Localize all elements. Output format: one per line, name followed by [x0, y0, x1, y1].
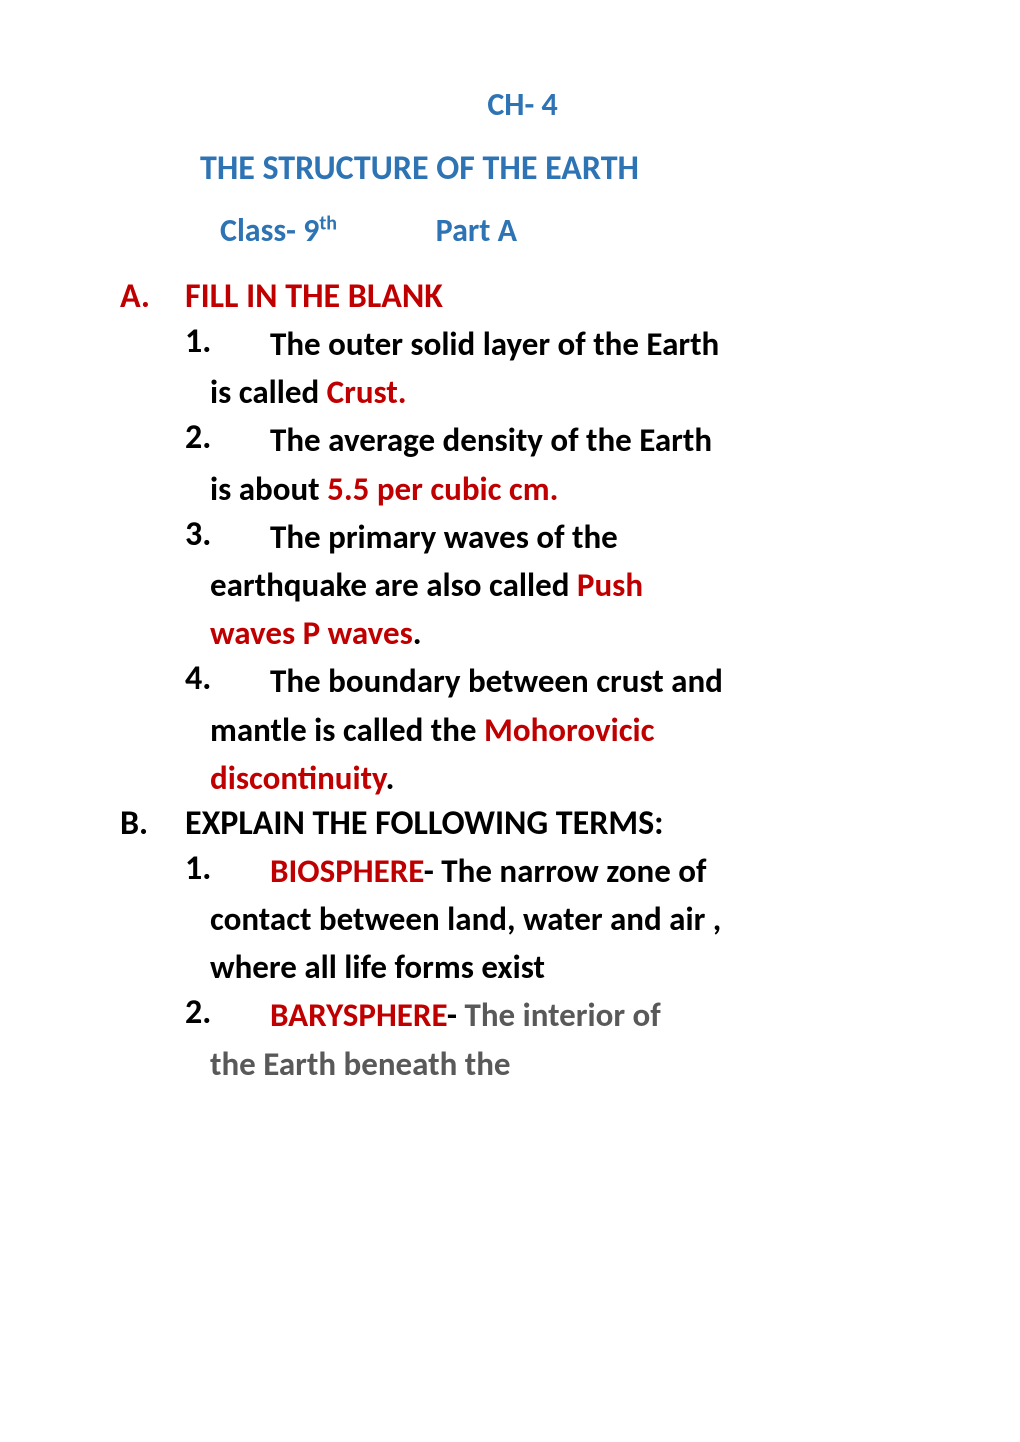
list-item: 4. The boundary between crust and [120, 658, 925, 704]
list-item: 2. The average density of the Earth [120, 417, 925, 463]
item-text-continue: earthquake are also called Push [210, 562, 925, 608]
item-text: BARYSPHERE- The interior of [270, 992, 925, 1038]
item-text-continue: mantle is called the Mohorovicic [210, 707, 925, 753]
section-a-heading: FILL IN THE BLANK [185, 276, 443, 317]
item-text: BIOSPHERE- The narrow zone of [270, 848, 925, 894]
chapter-heading: CH- 4 [120, 85, 925, 124]
item-text-continue: contact between land, water and air , [210, 896, 925, 942]
list-item: 1. BIOSPHERE- The narrow zone of [120, 848, 925, 894]
item-number: 2. [185, 992, 270, 1038]
class-label: Class- 9th [220, 211, 337, 250]
item-number: 2. [185, 417, 270, 463]
item-text-continue: where all life forms exist [210, 944, 925, 990]
section-b-letter: B. [120, 803, 185, 844]
section-b-heading: EXPLAIN THE FOLLOWING TERMS: [185, 803, 664, 844]
item-text: The average density of the Earth [270, 417, 925, 463]
item-text-continue: is about 5.5 per cubic cm. [210, 466, 925, 512]
item-text: The outer solid layer of the Earth [270, 321, 925, 367]
item-text-continue: is called Crust. [210, 369, 925, 415]
item-text-continue: the Earth beneath the [210, 1041, 925, 1087]
list-item: 3. The primary waves of the [120, 514, 925, 560]
list-item: 1. The outer solid layer of the Earth [120, 321, 925, 367]
section-a-letter: A. [120, 276, 185, 317]
item-text: The primary waves of the [270, 514, 925, 560]
item-number: 1. [185, 848, 270, 894]
list-item: 2. BARYSPHERE- The interior of [120, 992, 925, 1038]
item-text: The boundary between crust and [270, 658, 925, 704]
part-label: Part A [436, 211, 517, 250]
item-text-continue: waves P waves. [210, 610, 925, 656]
section-b-header: B. EXPLAIN THE FOLLOWING TERMS: [120, 803, 925, 844]
section-a-header: A. FILL IN THE BLANK [120, 276, 925, 317]
item-number: 4. [185, 658, 270, 704]
item-text-continue: discontinuity. [210, 755, 925, 801]
item-number: 3. [185, 514, 270, 560]
document-title: THE STRUCTURE OF THE EARTH [200, 148, 925, 189]
item-number: 1. [185, 321, 270, 367]
class-part-row: Class- 9th Part A [220, 211, 925, 250]
